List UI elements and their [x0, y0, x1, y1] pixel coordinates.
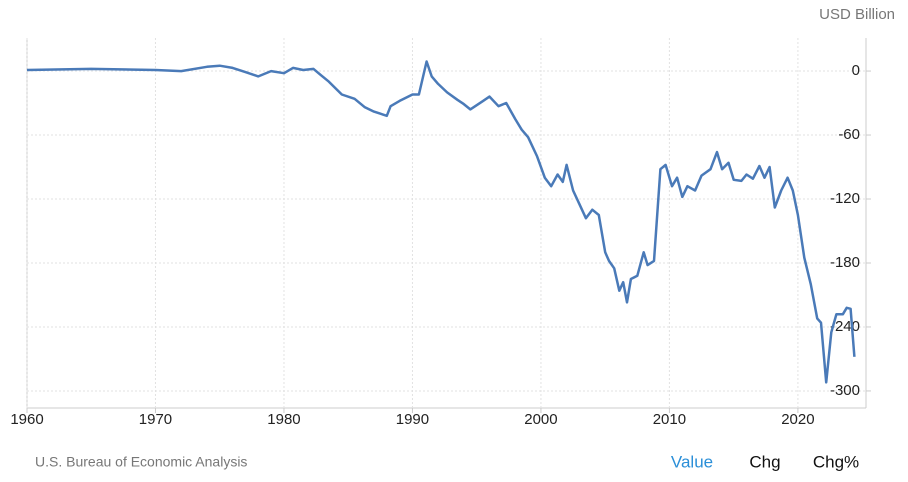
x-tick-label: 2020	[781, 411, 814, 428]
y-tick-label: 0	[852, 62, 860, 79]
chg-button[interactable]: Chg	[749, 452, 780, 471]
y-tick-label: -60	[838, 126, 860, 143]
x-tick-label: 1980	[267, 411, 300, 428]
y-tick-label: -120	[830, 190, 860, 207]
x-tick-label: 1970	[139, 411, 172, 428]
x-tick-label: 2010	[653, 411, 686, 428]
source: U.S. Bureau of Economic Analysis	[35, 454, 247, 470]
y-tick-label: -180	[830, 254, 860, 271]
x-tick-label: 1990	[396, 411, 429, 428]
chgpct-button[interactable]: Chg%	[813, 452, 859, 471]
y-tick-label: -300	[830, 382, 860, 399]
data-line	[26, 60, 856, 384]
unit-label: USD Billion	[819, 6, 895, 23]
x-tick-label: 2000	[524, 411, 557, 428]
value-button[interactable]: Value	[671, 452, 713, 471]
x-tick-label: 1960	[10, 411, 43, 428]
